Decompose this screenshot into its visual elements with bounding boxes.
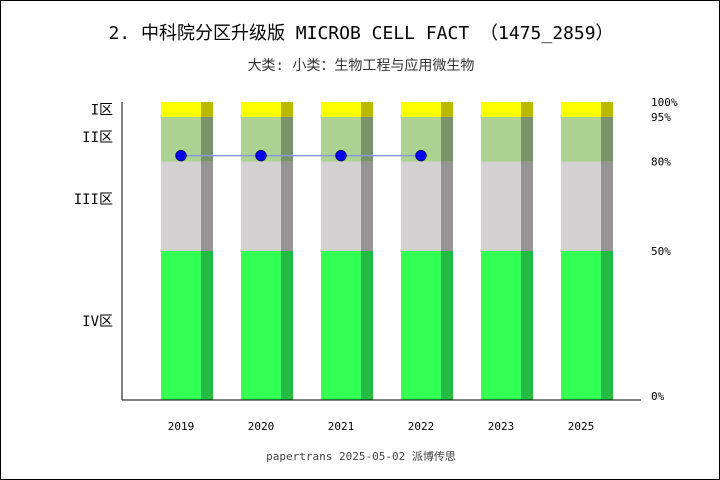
bar-segment-2021-1 <box>321 161 361 251</box>
bar-shade-2020-1 <box>281 161 293 251</box>
bar-shade-2019-3 <box>201 102 213 117</box>
zone-label-1: II区 <box>82 130 113 146</box>
percent-label-4: 0% <box>651 390 665 403</box>
percent-labels: 100% 95% 80% 50% 0% <box>651 96 678 403</box>
bar-shade-2023-1 <box>521 161 533 251</box>
zone-label-0: I区 <box>91 102 113 118</box>
bar-segment-2023-2 <box>481 116 521 162</box>
bar-shade-2021-3 <box>361 102 373 117</box>
x-tick-label-2020: 2020 <box>248 420 275 433</box>
percent-label-1: 95% <box>651 111 671 124</box>
bar-shade-2019-2 <box>201 116 213 162</box>
x-tick-labels: 2019 2020 2021 2022 2023 2025 <box>168 420 595 433</box>
bar-segment-2020-3 <box>241 102 281 117</box>
footer-credit: papertrans 2025-05-02 派博传思 <box>266 450 456 463</box>
bar-shade-2022-0 <box>441 251 453 400</box>
bar-shade-2025-2 <box>601 116 613 162</box>
series-layer <box>175 149 427 162</box>
zone-label-3: IV区 <box>82 314 113 330</box>
bar-group <box>161 102 613 400</box>
bar-segment-2023-0 <box>481 251 521 400</box>
bar-segment-2019-3 <box>161 102 201 117</box>
bar-shade-2019-0 <box>201 251 213 400</box>
x-tick-label-2022: 2022 <box>408 420 435 433</box>
chart-title: 2. 中科院分区升级版 MICROB CELL FACT （1475_2859） <box>108 23 613 44</box>
zone-label-2: III区 <box>74 192 113 208</box>
bar-shade-2023-2 <box>521 116 533 162</box>
bar-segment-2022-0 <box>401 251 441 400</box>
bar-segment-2025-3 <box>561 102 601 117</box>
bar-shade-2021-1 <box>361 161 373 251</box>
x-tick-label-2019: 2019 <box>168 420 195 433</box>
bar-segment-2023-1 <box>481 161 521 251</box>
series-point-2020 <box>255 149 267 162</box>
bar-shade-2025-0 <box>601 251 613 400</box>
bar-segment-2025-2 <box>561 116 601 162</box>
chart-subtitle: 大类: 小类：生物工程与应用微生物 <box>248 57 475 74</box>
bar-shade-2020-0 <box>281 251 293 400</box>
bar-segment-2019-0 <box>161 251 201 400</box>
zone-labels: I区 II区 III区 IV区 <box>74 102 113 330</box>
bar-shade-2019-1 <box>201 161 213 251</box>
bar-segment-2021-3 <box>321 102 361 117</box>
bar-segment-2022-3 <box>401 102 441 117</box>
series-point-2022 <box>415 149 427 162</box>
percent-label-2: 80% <box>651 156 671 169</box>
bar-shade-2022-1 <box>441 161 453 251</box>
percent-label-3: 50% <box>651 245 671 258</box>
bar-shade-2022-3 <box>441 102 453 117</box>
bar-shade-2025-1 <box>601 161 613 251</box>
bar-shade-2020-2 <box>281 116 293 162</box>
bar-shade-2021-2 <box>361 116 373 162</box>
bar-segment-2020-0 <box>241 251 281 400</box>
bar-segment-2023-3 <box>481 102 521 117</box>
bar-shade-2023-0 <box>521 251 533 400</box>
bar-shade-2025-3 <box>601 102 613 117</box>
bar-segment-2022-1 <box>401 161 441 251</box>
x-tick-label-2021: 2021 <box>328 420 355 433</box>
bar-segment-2025-0 <box>561 251 601 400</box>
bar-shade-2021-0 <box>361 251 373 400</box>
bar-shade-2020-3 <box>281 102 293 117</box>
bar-segment-2019-1 <box>161 161 201 251</box>
series-point-2019 <box>175 149 187 162</box>
bar-segment-2021-0 <box>321 251 361 400</box>
series-point-2021 <box>335 149 347 162</box>
bar-shade-2023-3 <box>521 102 533 117</box>
percent-label-0: 100% <box>651 96 678 109</box>
bar-segment-2025-1 <box>561 161 601 251</box>
bar-segment-2020-1 <box>241 161 281 251</box>
x-tick-label-2025: 2025 <box>568 420 595 433</box>
x-tick-label-2023: 2023 <box>488 420 515 433</box>
bar-shade-2022-2 <box>441 116 453 162</box>
axes <box>121 102 641 401</box>
